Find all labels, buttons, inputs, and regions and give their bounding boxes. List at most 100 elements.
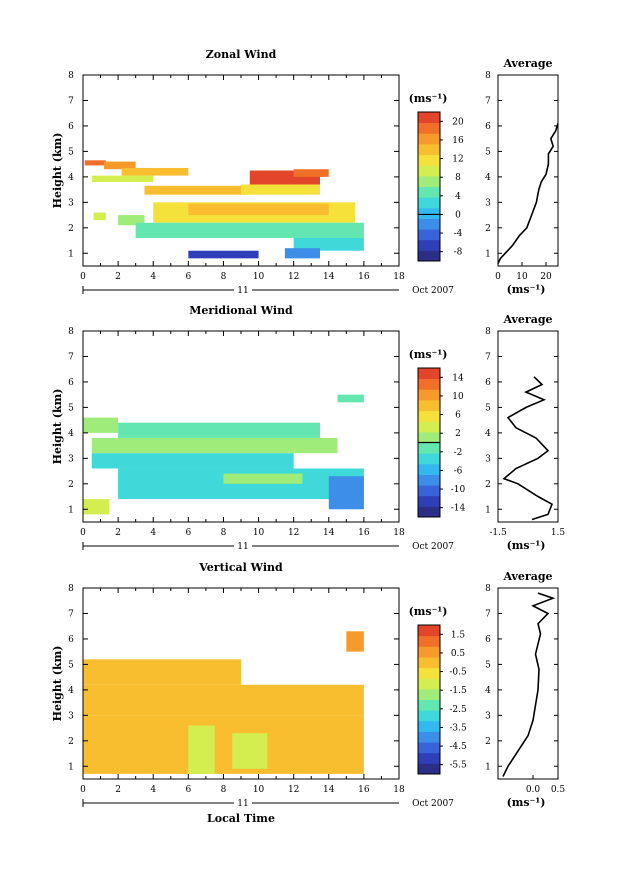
y-axis-label: Height (km) bbox=[51, 133, 64, 209]
profile-frame bbox=[497, 587, 559, 780]
x-tick-label: 16 bbox=[358, 785, 370, 795]
profile-x-label: (ms⁻¹) bbox=[507, 539, 546, 552]
heatmap-region bbox=[135, 222, 364, 238]
profile-y-tick-label: 2 bbox=[485, 480, 491, 490]
colorbar-swatch bbox=[418, 218, 440, 230]
colorbar-tick-label: 2 bbox=[455, 429, 461, 439]
profile-y-tick-label: 8 bbox=[485, 327, 491, 337]
heatmap-region bbox=[223, 473, 303, 484]
colorbar-swatch bbox=[418, 625, 440, 637]
colorbar-swatch bbox=[418, 186, 440, 198]
colorbar-tick-label: -0.5 bbox=[449, 668, 467, 678]
y-tick-label: 8 bbox=[68, 327, 74, 337]
profile-y-tick-label: 1 bbox=[485, 762, 491, 772]
heatmap-region bbox=[328, 476, 364, 510]
profile-x-tick-label: 1.5 bbox=[551, 528, 566, 538]
heatmap-region bbox=[104, 161, 136, 170]
x-tick-label: 2 bbox=[115, 272, 121, 282]
colorbar-tick-label: -8 bbox=[454, 248, 463, 258]
x-tick-label: 8 bbox=[221, 272, 227, 282]
colorbar-swatch bbox=[418, 378, 440, 390]
y-tick-label: 2 bbox=[68, 224, 74, 234]
x-tick-label: 4 bbox=[150, 528, 156, 538]
heatmap-region bbox=[293, 237, 364, 251]
colorbar-tick-label: -2 bbox=[454, 448, 463, 458]
y-tick-label: 5 bbox=[68, 660, 74, 670]
heatmap-region bbox=[118, 215, 145, 226]
heatmap-region bbox=[346, 631, 364, 652]
y-tick-label: 1 bbox=[68, 249, 74, 259]
profile-y-tick-label: 7 bbox=[485, 609, 491, 619]
profile-y-tick-label: 3 bbox=[485, 198, 491, 208]
profile-title: Average bbox=[502, 57, 552, 70]
colorbar-tick-label: -3.5 bbox=[449, 723, 467, 733]
profile-title: Average bbox=[502, 313, 552, 326]
heatmap-region bbox=[337, 394, 364, 403]
x-tick-label: 18 bbox=[393, 785, 405, 795]
colorbar-swatch bbox=[418, 463, 440, 475]
colorbar-tick-label: 0 bbox=[455, 210, 461, 220]
profile-x-tick-label: 10 bbox=[516, 272, 528, 282]
y-tick-label: 8 bbox=[68, 71, 74, 81]
x-tick-label: 2 bbox=[115, 785, 121, 795]
heatmap-region bbox=[91, 453, 294, 469]
profile-y-tick-label: 3 bbox=[485, 454, 491, 464]
colorbar-unit: (ms⁻¹) bbox=[409, 348, 448, 361]
x-tick-label: 6 bbox=[185, 785, 191, 795]
colorbar-swatch bbox=[418, 154, 440, 166]
x-tick-label: 6 bbox=[185, 272, 191, 282]
colorbar-swatch bbox=[418, 495, 440, 507]
colorbar-tick-label: -1.5 bbox=[449, 686, 467, 696]
colorbar-tick-label: -10 bbox=[451, 485, 466, 495]
heatmap-region bbox=[118, 422, 320, 438]
x-tick-label: 12 bbox=[288, 528, 299, 538]
profile-y-tick-label: 1 bbox=[485, 505, 491, 515]
date-marker-bg bbox=[234, 797, 252, 808]
profile-y-tick-label: 7 bbox=[485, 96, 491, 106]
y-tick-label: 6 bbox=[68, 635, 74, 645]
y-tick-label: 4 bbox=[68, 173, 74, 183]
colorbar-unit: (ms⁻¹) bbox=[409, 92, 448, 105]
date-label: Oct 2007 bbox=[412, 542, 454, 552]
x-tick-label: 10 bbox=[253, 272, 265, 282]
colorbar-tick-label: 8 bbox=[455, 173, 461, 183]
colorbar-unit: (ms⁻¹) bbox=[409, 605, 448, 618]
heatmap-region bbox=[121, 167, 189, 176]
colorbar-tick-label: 6 bbox=[455, 411, 461, 421]
colorbar-tick-label: -4.5 bbox=[449, 742, 467, 752]
x-tick-label: 12 bbox=[288, 272, 299, 282]
profile-y-tick-label: 4 bbox=[485, 173, 491, 183]
profile-y-tick-label: 6 bbox=[485, 122, 491, 132]
colorbar-swatch bbox=[418, 474, 440, 486]
colorbar-tick-label: 20 bbox=[452, 117, 464, 127]
colorbar-swatch bbox=[418, 175, 440, 187]
heatmap-region bbox=[284, 248, 320, 259]
heatmap-region bbox=[232, 733, 268, 769]
date-label: Oct 2007 bbox=[412, 799, 454, 809]
date-marker: 11 bbox=[237, 542, 248, 552]
y-tick-label: 3 bbox=[68, 198, 74, 208]
profile-y-tick-label: 6 bbox=[485, 635, 491, 645]
colorbar-tick-label: 0.5 bbox=[451, 649, 466, 659]
x-tick-label: 14 bbox=[323, 785, 335, 795]
colorbar-swatch bbox=[418, 207, 440, 219]
date-marker-bg bbox=[234, 540, 252, 551]
heatmap-region bbox=[84, 160, 106, 166]
colorbar-tick-label: 12 bbox=[452, 155, 463, 165]
profile-y-tick-label: 3 bbox=[485, 711, 491, 721]
x-tick-label: 16 bbox=[358, 272, 370, 282]
x-tick-label: 16 bbox=[358, 528, 370, 538]
colorbar-swatch bbox=[418, 667, 440, 679]
profile-x-tick-label: 0.5 bbox=[551, 785, 566, 795]
colorbar-swatch bbox=[418, 678, 440, 690]
panel-title: Meridional Wind bbox=[189, 304, 293, 317]
profile-x-tick-label: 0.0 bbox=[526, 785, 541, 795]
y-tick-label: 1 bbox=[68, 762, 74, 772]
profile-y-tick-label: 2 bbox=[485, 737, 491, 747]
date-marker: 11 bbox=[237, 799, 248, 809]
profile-title: Average bbox=[502, 570, 552, 583]
colorbar-swatch bbox=[418, 710, 440, 722]
profile-frame bbox=[497, 330, 559, 523]
